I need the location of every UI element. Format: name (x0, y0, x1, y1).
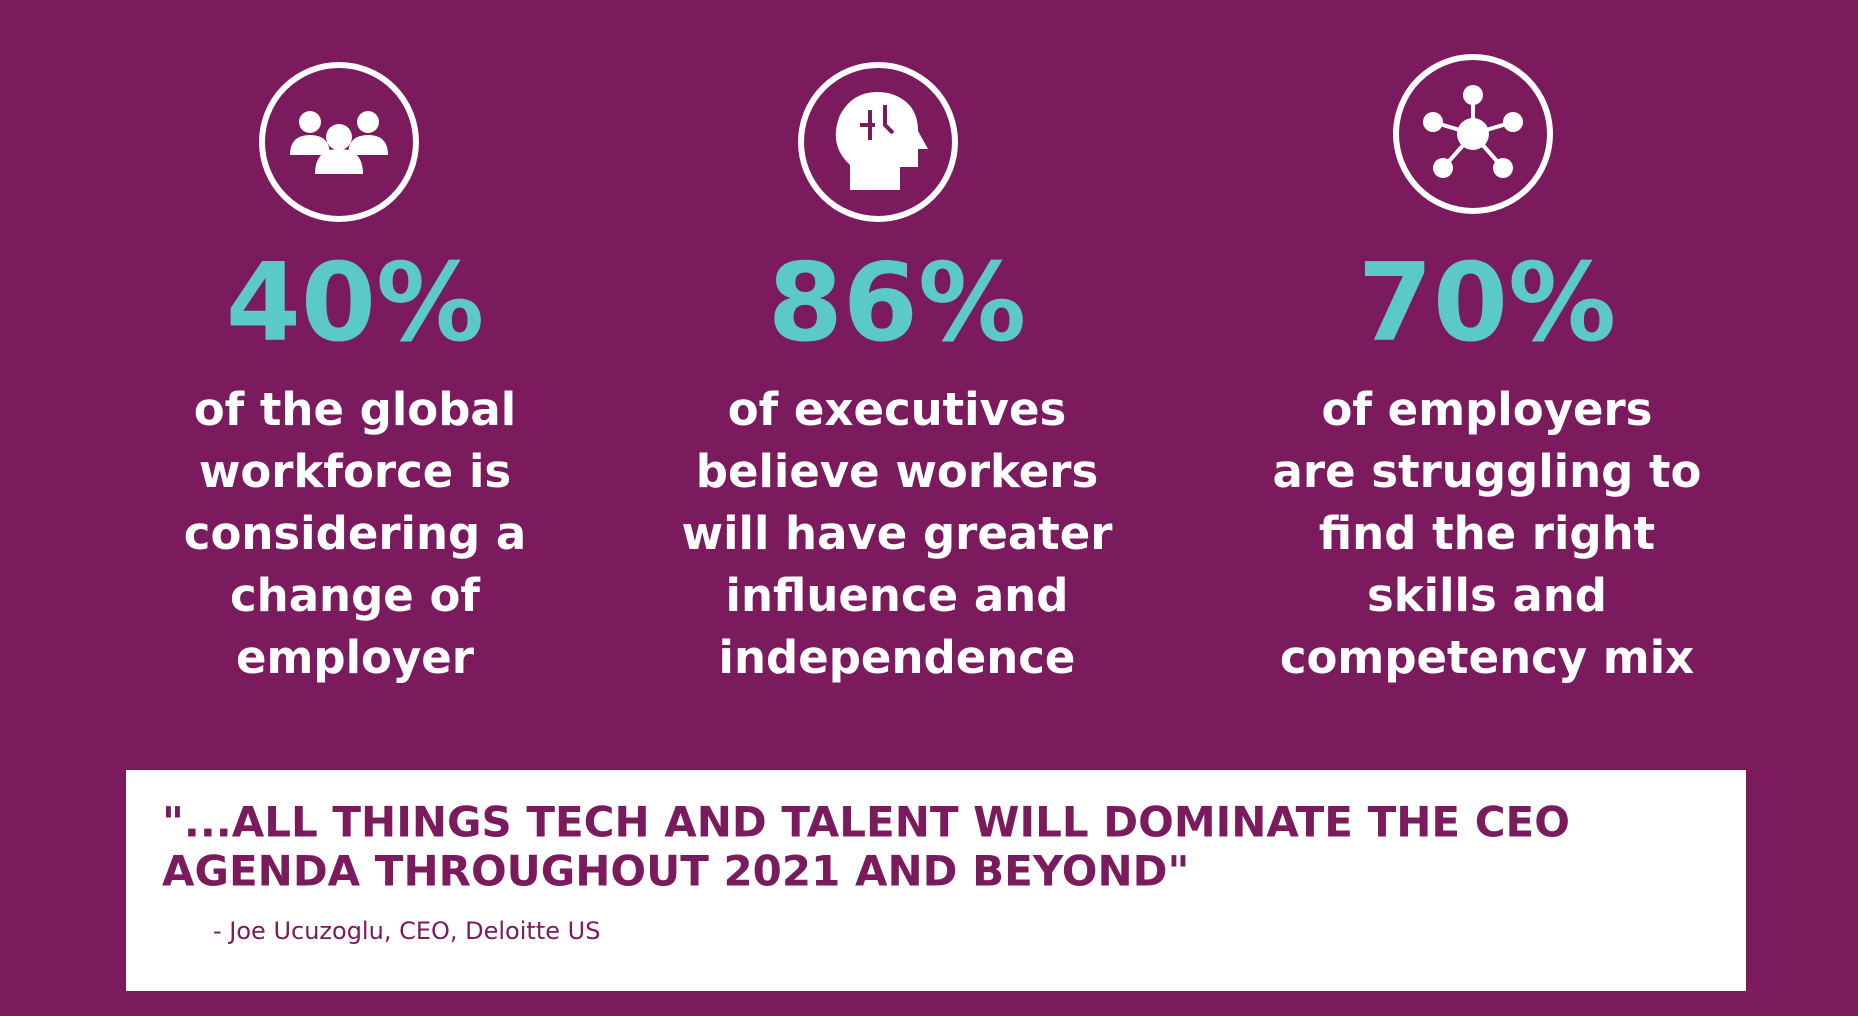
stat-text: employer (236, 631, 475, 684)
stat-text: of the global (194, 383, 516, 436)
stat-text: independence (719, 631, 1076, 684)
stat-text: change of (230, 569, 480, 622)
stat-text: of executives (728, 383, 1067, 436)
quote-attribution: - Joe Ucuzoglu, CEO, Deloitte US (213, 917, 600, 945)
quote-text: "...ALL THINGS TECH AND TALENT WILL DOMI… (162, 798, 1570, 847)
stat-text: competency mix (1280, 631, 1694, 684)
stat-text: workforce is (199, 445, 511, 498)
stat-text: of employers (1322, 383, 1653, 436)
stat-text: will have greater (682, 507, 1114, 560)
stat-text: find the right (1319, 507, 1655, 560)
quote-box (126, 770, 1746, 991)
stat-text: are struggling to (1273, 445, 1702, 498)
stat-value: 70% (1358, 241, 1617, 366)
stat-value: 86% (768, 241, 1027, 366)
stat-text: believe workers (696, 445, 1099, 498)
stat-text: skills and (1367, 569, 1607, 622)
stat-text: considering a (184, 507, 526, 560)
people-icon (259, 62, 419, 222)
head-icon (798, 62, 958, 222)
quote-text: AGENDA THROUGHOUT 2021 AND BEYOND" (162, 847, 1189, 896)
network-icon (1393, 54, 1553, 214)
stat-value: 40% (226, 241, 485, 366)
stat-text: influence and (726, 569, 1069, 622)
